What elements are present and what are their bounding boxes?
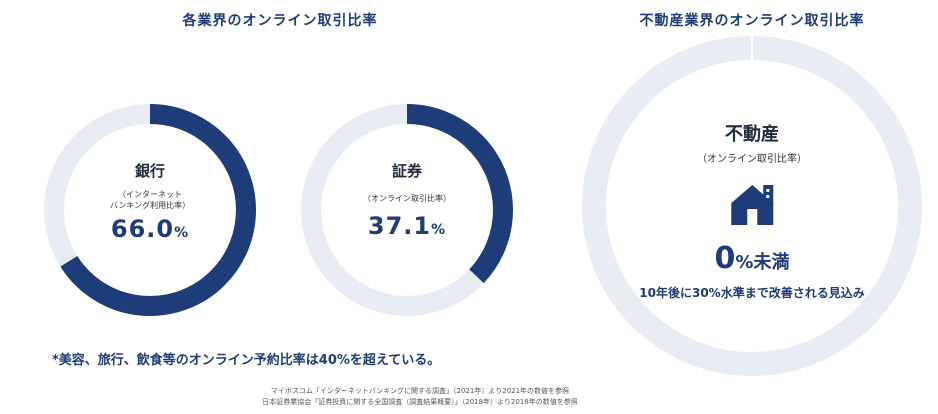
real-estate-donut-center: 不動産 （オンライン取引比率） 0%未満 10年後に30%水準まで改善される見込… (639, 120, 864, 301)
securities-value: 37.1 (367, 212, 432, 240)
bank-title: 銀行 (134, 162, 166, 180)
bank-donut-value-arc (44, 104, 256, 316)
securities-subtitle: （オンライン取引比率） (363, 194, 451, 203)
bank-unit: % (174, 225, 190, 241)
house-icon (729, 181, 775, 227)
bank-donut-center: 銀行 （インターネット バンキング利用比率） 66.0% (110, 160, 190, 243)
real-estate-title: 不動産 (725, 124, 779, 145)
right-section-title: 不動産業界のオンライン取引比率 (639, 13, 865, 29)
securities-unit: % (431, 222, 447, 238)
real-estate-subtitle: （オンライン取引比率） (697, 154, 807, 165)
bank-subtitle-line1: （インターネット (117, 190, 182, 199)
bank-subtitle-line2: バンキング利用比率） (109, 201, 191, 210)
real-estate-value: 0 (714, 241, 736, 276)
securities-donut-chart (301, 104, 513, 316)
securities-percentage: 37.1% (363, 212, 451, 240)
bank-value: 66.0 (110, 215, 175, 243)
real-estate-donut-chart (582, 36, 922, 376)
securities-title: 証券 (391, 162, 422, 180)
real-estate-unit: %未満 (735, 252, 790, 273)
real-estate-forecast-note: 10年後に30%水準まで改善される見込み (639, 286, 865, 300)
left-section-title: 各業界のオンライン取引比率 (182, 13, 378, 29)
bank-percentage: 66.0% (110, 215, 190, 243)
source-citation-2: 日本証券業協会「証券投資に関する全国調査（調査結果概要）」（2018年）より20… (262, 398, 578, 406)
bank-donut-chart (44, 104, 256, 316)
real-estate-percentage: 0%未満 (639, 241, 864, 276)
securities-donut-center: 証券 （オンライン取引比率） 37.1% (363, 160, 451, 240)
source-citation-1: マイボスコム「インターネットバンキングに関する調査」（2021年）より2021年… (270, 387, 570, 395)
footnote: *美容、旅行、飲食等のオンライン予約比率は40%を超えている。 (52, 353, 441, 368)
securities-donut-value-arc (301, 104, 513, 316)
